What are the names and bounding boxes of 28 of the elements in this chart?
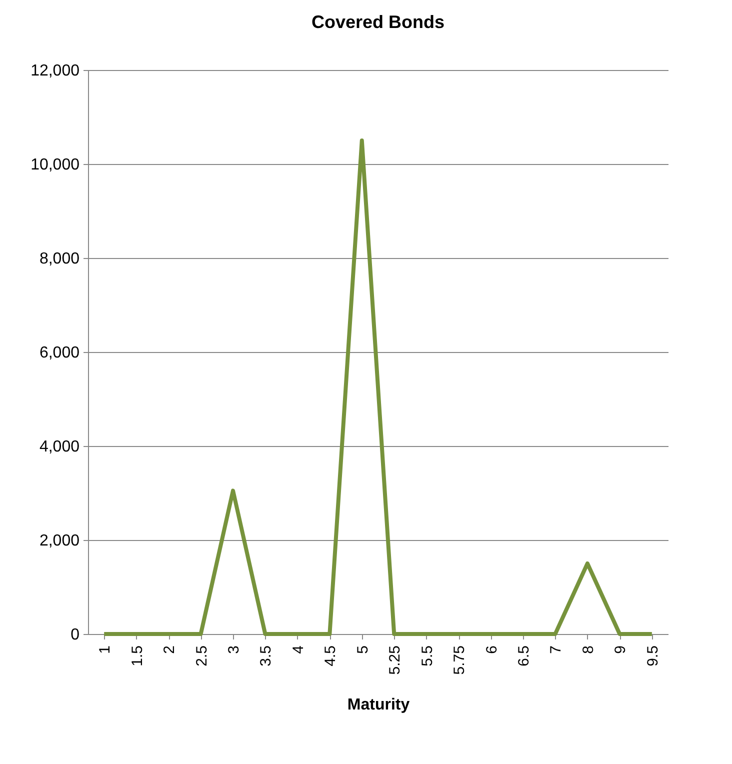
x-tick-label: 3 (226, 646, 242, 654)
x-tick-label: 6.5 (516, 646, 532, 666)
x-tick-label: 4.5 (322, 646, 340, 666)
line-series (102, 138, 654, 636)
x-tick-label: 8 (580, 646, 597, 654)
x-tick-label: 9.5 (644, 646, 662, 666)
y-tick-label: 6,000 (39, 344, 80, 362)
x-tick-label: 3.5 (258, 646, 275, 666)
x-tick-label: 2 (161, 646, 178, 654)
y-tick-label: 4,000 (39, 438, 80, 456)
x-tick-label: 5.5 (418, 646, 436, 666)
x-tick-label: 5.25 (386, 646, 404, 675)
x-tick-label: 5.75 (451, 646, 468, 675)
x-tick-label: 9 (612, 646, 630, 654)
y-tick-label: 0 (70, 626, 80, 644)
x-tick-label: 1 (96, 646, 114, 654)
x-tick-label: 4 (290, 646, 307, 654)
x-tick-label: 1.5 (128, 646, 146, 666)
x-tick-label: 2.5 (193, 646, 210, 666)
y-tick-label: 10,000 (30, 156, 80, 174)
x-tick-label: 6 (483, 646, 500, 654)
y-tick-label: 8,000 (39, 250, 80, 268)
chart-title: Covered Bonds (311, 12, 445, 32)
x-tick-label: 7 (548, 646, 565, 654)
x-axis-title: Maturity (347, 696, 410, 714)
y-tick-label: 2,000 (39, 532, 80, 550)
y-tick-label: 12,000 (30, 62, 80, 80)
x-tick-label: 5 (354, 646, 372, 654)
